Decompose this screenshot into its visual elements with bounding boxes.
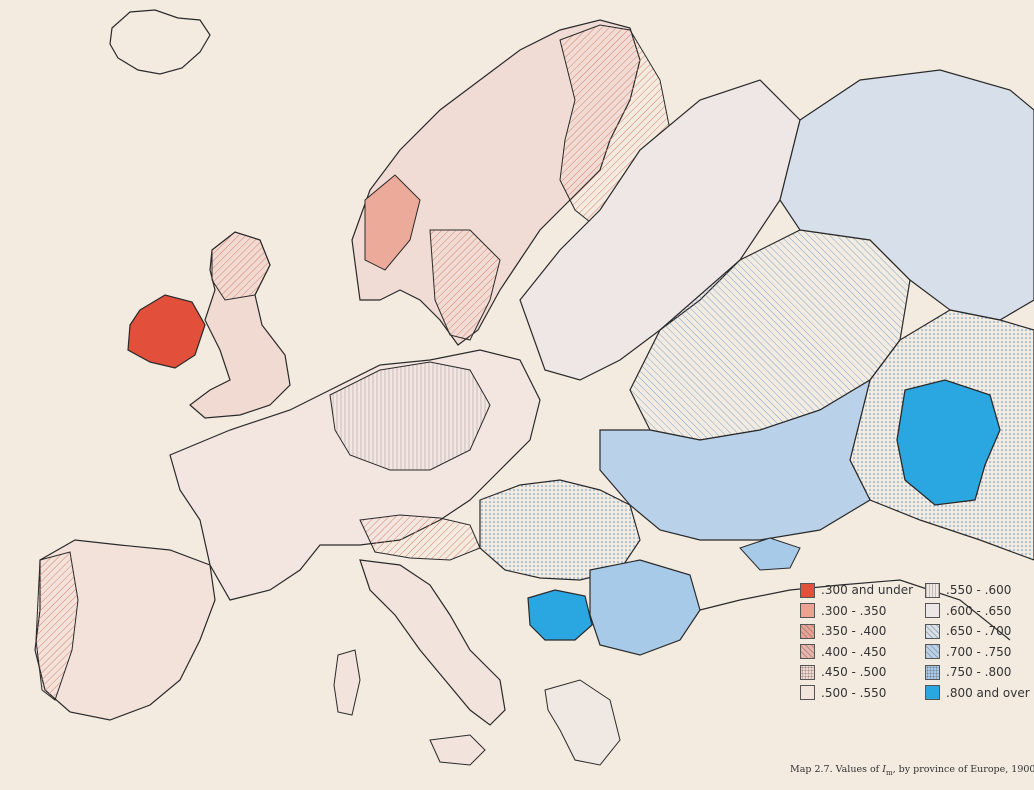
- legend-swatch: [925, 664, 940, 680]
- legend-column: .300 and under .300 - .350 .350 - .400 .400…: [800, 580, 913, 703]
- legend-label: .450 - .500: [821, 665, 887, 680]
- legend-label: .300 - .350: [821, 603, 887, 618]
- coastline-black-sea: [699, 579, 1011, 641]
- legend-swatch: [800, 644, 815, 660]
- legend-swatch: [800, 623, 815, 639]
- legend-item: .300 and under: [800, 580, 913, 601]
- region-iceland: [109, 9, 211, 75]
- caption-suffix: , by province of Europe, 1900.: [892, 764, 1034, 775]
- legend-item: .300 - .350: [800, 601, 913, 622]
- legend-item: .750 - .800: [925, 662, 1030, 683]
- region-greece: [544, 679, 621, 766]
- legend-item: .500 - .550: [800, 683, 913, 704]
- region-portugal: [35, 551, 79, 701]
- region-ukraine: [599, 378, 871, 541]
- region-serbia: [527, 589, 593, 641]
- legend-swatch: [800, 582, 815, 598]
- legend-swatch: [800, 685, 815, 701]
- legend-label: .300 and under: [821, 583, 914, 598]
- region-scotland: [211, 231, 271, 301]
- region-norway-west: [364, 174, 421, 271]
- legend-label: .600 - .650: [946, 603, 1012, 618]
- legend-label: .700 - .750: [946, 644, 1012, 659]
- legend-label: .750 - .800: [946, 665, 1012, 680]
- legend-swatch: [925, 685, 940, 701]
- map-caption: Map 2.7. Values of Im, by province of Eu…: [790, 764, 1034, 777]
- caption-subscript: m: [886, 768, 893, 777]
- legend-item: .400 - .450: [800, 642, 913, 663]
- region-italy: [359, 559, 506, 726]
- region-alps: [359, 514, 481, 561]
- legend-item: .600 - .650: [925, 601, 1030, 622]
- legend-item: .350 - .400: [800, 621, 913, 642]
- caption-prefix: Map 2.7. Values of: [790, 764, 883, 775]
- legend-swatch: [800, 603, 815, 619]
- region-germany: [329, 361, 491, 471]
- legend-item: .550 - .600: [925, 580, 1030, 601]
- legend-label: .400 - .450: [821, 644, 887, 659]
- region-ireland: [127, 294, 206, 369]
- region-southern-sweden: [429, 229, 501, 341]
- legend-swatch: [925, 644, 940, 660]
- legend-swatch: [925, 623, 940, 639]
- legend-swatch: [925, 603, 940, 619]
- region-austria-hungary: [479, 479, 641, 581]
- legend-item: .450 - .500: [800, 662, 913, 683]
- region-don-oblast: [896, 379, 1001, 506]
- region-sicily: [429, 734, 486, 766]
- legend-item: .700 - .750: [925, 642, 1030, 663]
- legend-column: .550 - .600 .600 - .650 .650 - .700 .700 - …: [925, 580, 1030, 703]
- legend-swatch: [800, 664, 815, 680]
- legend-label: .350 - .400: [821, 624, 887, 639]
- caption-symbol: I: [882, 764, 886, 775]
- legend-swatch: [925, 582, 940, 598]
- region-crimea: [739, 537, 801, 571]
- region-bulgaria-romania: [589, 559, 701, 656]
- legend-label: .800 and over: [946, 685, 1030, 700]
- legend-label: .500 - .550: [821, 685, 887, 700]
- legend-item: .800 and over: [925, 683, 1030, 704]
- legend-label: .650 - .700: [946, 624, 1012, 639]
- legend-label: .550 - .600: [946, 583, 1012, 598]
- legend-item: .650 - .700: [925, 621, 1030, 642]
- region-sardinia: [333, 649, 361, 716]
